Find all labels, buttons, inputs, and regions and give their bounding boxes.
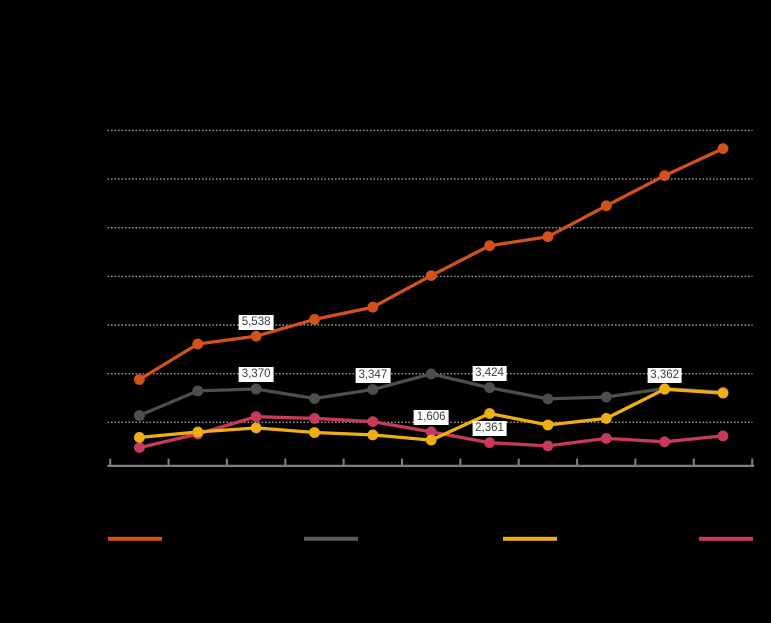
legend-swatch-orange xyxy=(108,536,162,541)
data-point-orange xyxy=(192,338,204,350)
data-point-dark-gray xyxy=(600,391,612,403)
data-point-dark-gray xyxy=(134,410,145,421)
legend xyxy=(108,536,753,541)
series-line-orange xyxy=(137,146,725,382)
series-layer xyxy=(134,143,729,453)
data-point-dark-gray xyxy=(425,368,437,380)
data-point-orange xyxy=(367,301,379,313)
data-point-dark-gray xyxy=(542,393,554,405)
data-point-gold xyxy=(425,434,437,446)
data-point-dark-gray xyxy=(484,382,495,394)
legend-swatch-dark-gray xyxy=(304,536,358,541)
data-point-orange xyxy=(250,330,262,342)
legend-swatch-crimson xyxy=(699,536,753,541)
data-point-orange xyxy=(542,231,554,243)
data-point-orange xyxy=(309,314,320,325)
point-label: 3,362 xyxy=(647,367,683,383)
data-point-gold xyxy=(484,408,495,419)
data-point-crimson xyxy=(367,416,379,427)
data-point-crimson xyxy=(600,433,612,444)
data-point-gold xyxy=(309,427,320,438)
point-label: 3,347 xyxy=(355,368,391,384)
data-point-dark-gray xyxy=(250,383,262,395)
legend-swatch-gold xyxy=(503,536,557,541)
data-point-gold xyxy=(192,426,204,438)
data-point-orange xyxy=(600,200,612,212)
x-axis-layer xyxy=(107,458,754,467)
point-label: 3,370 xyxy=(238,367,274,383)
data-point-crimson xyxy=(717,430,729,442)
data-point-orange xyxy=(717,143,729,155)
point-label: 5,538 xyxy=(238,314,274,330)
series-line-dark-gray xyxy=(137,372,725,418)
data-point-dark-gray xyxy=(309,393,320,404)
data-point-gold xyxy=(250,422,262,434)
data-point-gold xyxy=(717,387,729,399)
data-point-crimson xyxy=(309,413,320,424)
data-point-crimson xyxy=(484,437,495,449)
data-point-crimson xyxy=(542,440,554,452)
data-point-crimson xyxy=(659,436,670,448)
point-label: 2,361 xyxy=(472,420,507,436)
data-point-crimson xyxy=(250,411,262,423)
data-point-gold xyxy=(542,419,554,431)
data-point-gold xyxy=(367,429,379,441)
data-point-dark-gray xyxy=(192,385,204,397)
data-point-dark-gray xyxy=(367,384,379,395)
data-point-orange xyxy=(425,270,437,281)
data-point-crimson xyxy=(134,442,145,453)
data-point-gold xyxy=(134,432,145,443)
point-label: 1,606 xyxy=(413,410,449,426)
data-point-crimson xyxy=(425,426,437,438)
data-point-gold xyxy=(600,413,612,424)
data-point-orange xyxy=(484,240,495,252)
point-label: 3,424 xyxy=(472,366,507,382)
data-point-orange xyxy=(134,374,145,385)
data-point-gold xyxy=(659,383,670,395)
data-point-orange xyxy=(659,170,670,182)
